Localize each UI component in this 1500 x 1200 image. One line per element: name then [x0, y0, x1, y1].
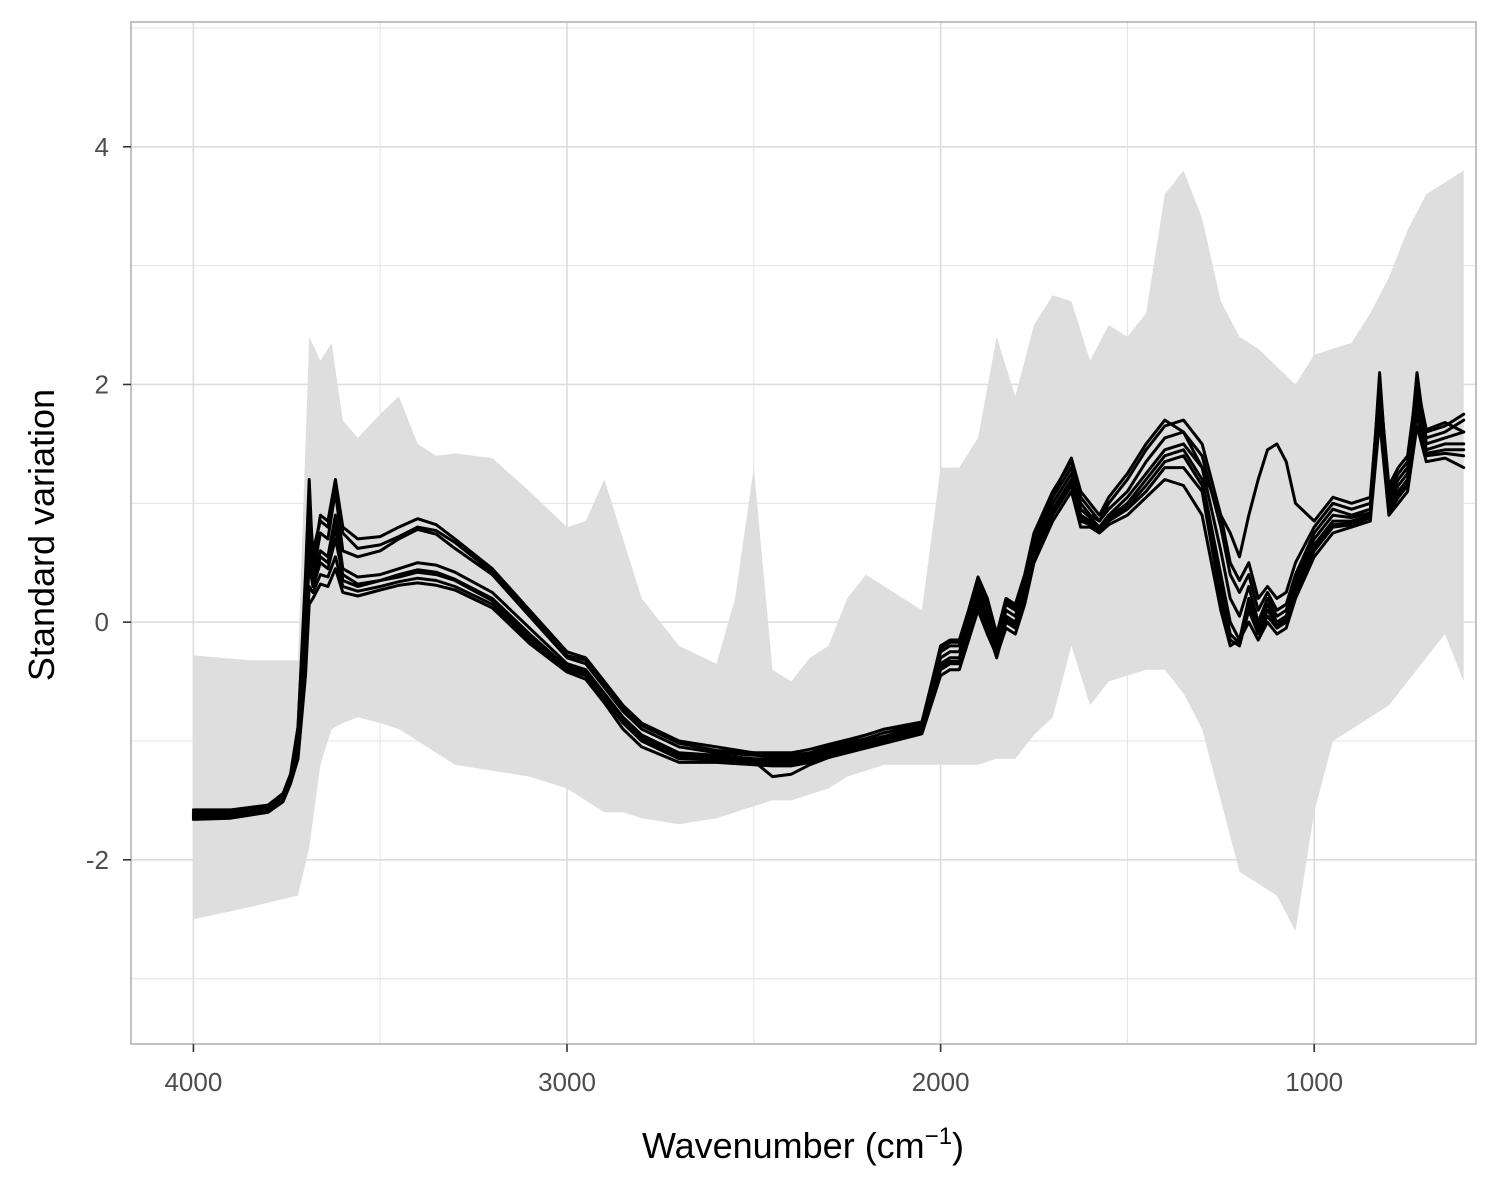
- y-tick-label: 2: [95, 369, 109, 399]
- x-tick-label: 2000: [912, 1067, 970, 1097]
- spectrum-line-3: [191, 371, 1466, 818]
- x-axis-title-superscript: −1: [925, 1123, 952, 1150]
- x-tick-label: 4000: [164, 1067, 222, 1097]
- y-tick-label: 0: [95, 607, 109, 637]
- spread-band: [193, 170, 1464, 932]
- x-tick-label: 1000: [1285, 1067, 1343, 1097]
- x-axis-title-end: ): [952, 1125, 964, 1166]
- x-axis-title-text: Wavenumber (cm: [642, 1125, 925, 1166]
- x-axis-ticks: 4000 3000 2000 1000: [164, 1044, 1343, 1097]
- x-tick-label: 3000: [538, 1067, 596, 1097]
- plot-frame: [130, 21, 1477, 1045]
- x-axis-title: Wavenumber (cm−1): [642, 1123, 964, 1166]
- y-tick-label: 4: [95, 132, 109, 162]
- y-tick-label: -2: [86, 845, 109, 875]
- spectrum-line-6: [191, 418, 1466, 821]
- spectrum-line-7: [191, 383, 1466, 812]
- y-axis-title: Standard variation: [21, 389, 62, 681]
- spectrum-line-5: [191, 406, 1466, 820]
- spectra-lines: [191, 371, 1466, 821]
- spectrum-line-2: [191, 388, 1466, 817]
- y-axis-ticks: 4 2 0 -2: [86, 132, 131, 875]
- spectrum-line-8: [191, 400, 1466, 815]
